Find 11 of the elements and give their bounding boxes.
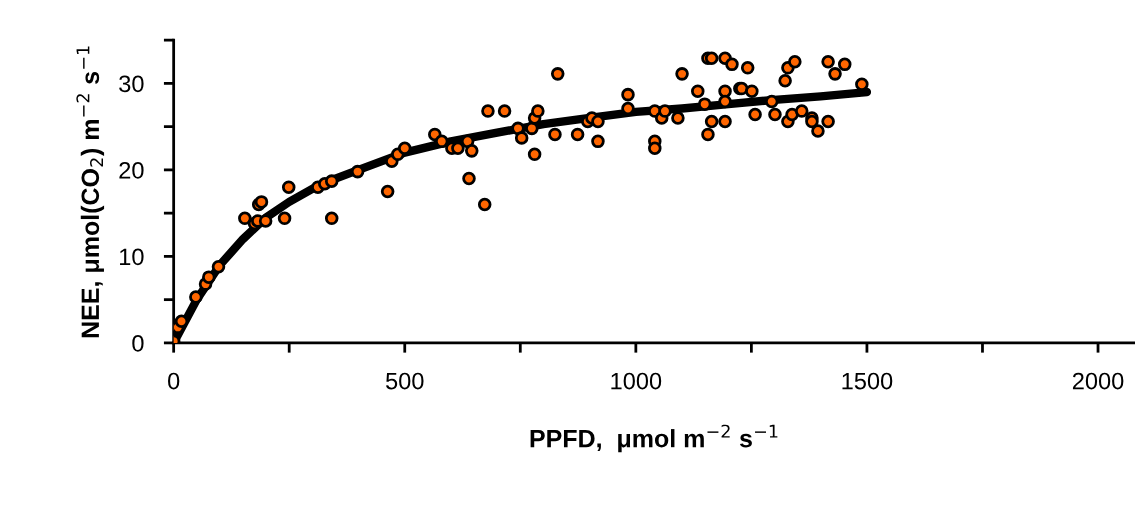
x-tick-label: 1500 — [842, 372, 893, 390]
x-tick-label: 500 — [386, 372, 424, 390]
y-tick-label: 30 — [119, 75, 144, 93]
x-axis-title: PPFD, μmol m$^{−2}$ s$^{−1}$ — [530, 424, 778, 453]
x-tick-label: 2000 — [1072, 372, 1124, 390]
x-tick-label: 0 — [168, 372, 180, 390]
x-tick-label: 1000 — [611, 372, 662, 390]
y-axis-title: NEE, μmol(CO$_{2}$) m$^{−2}$ s$^{−1}$ — [76, 46, 105, 338]
y-tick-label: 0 — [132, 334, 144, 352]
y-tick-label: 10 — [120, 248, 144, 266]
y-tick-label: 20 — [119, 161, 144, 179]
